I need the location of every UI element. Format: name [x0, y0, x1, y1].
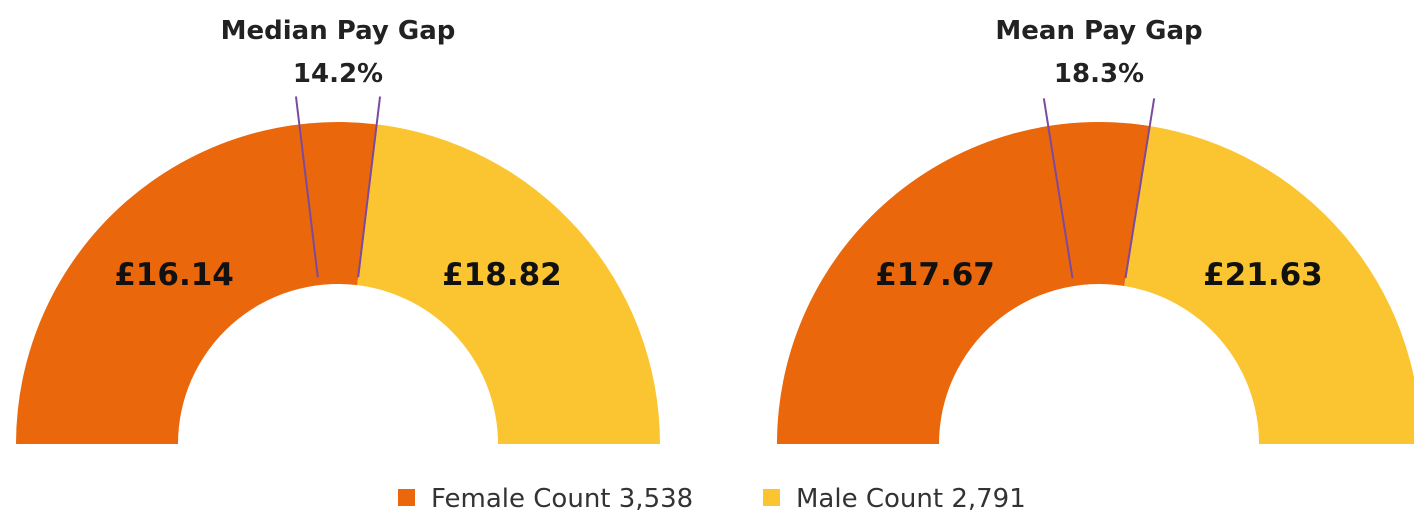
legend-swatch	[763, 489, 780, 506]
male-arc	[1124, 126, 1414, 444]
value-label: £21.63	[1203, 257, 1323, 293]
legend-count: 3,538	[619, 484, 693, 514]
gap-divider	[1124, 98, 1156, 279]
value-label: £17.67	[875, 257, 995, 293]
legend-label: Female Count 3,538	[431, 484, 693, 514]
gap-divider	[294, 96, 319, 278]
legend-count: 2,791	[951, 484, 1025, 514]
legend-name: Male Count	[796, 484, 943, 514]
gap-divider	[357, 96, 382, 278]
gap-divider	[1042, 98, 1074, 279]
male-arc	[357, 124, 660, 445]
chart-title: Mean Pay Gap	[995, 16, 1202, 46]
legend-name: Female Count	[431, 484, 611, 514]
gap-label: 14.2%	[293, 59, 383, 89]
legend-swatch	[398, 489, 415, 506]
value-label: £18.82	[442, 257, 562, 293]
value-label: £16.14	[114, 257, 234, 293]
female-arc	[777, 122, 1150, 444]
legend-label: Male Count 2,791	[796, 484, 1026, 514]
female-arc	[16, 121, 377, 445]
chart-title: Median Pay Gap	[221, 16, 456, 46]
gap-label: 18.3%	[1054, 59, 1144, 89]
